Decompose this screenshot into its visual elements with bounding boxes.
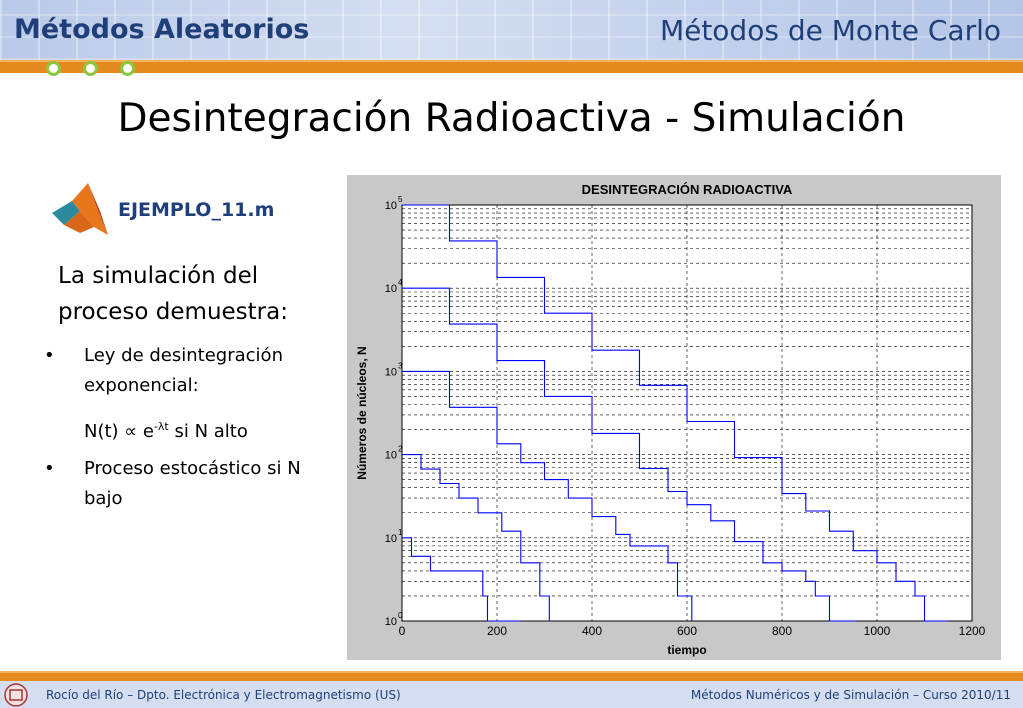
y-tick-exponent: 1	[398, 528, 403, 537]
x-tick-label: 600	[677, 624, 697, 638]
decay-chart: 0 200 400 600 800 1000 1200100101102103104105 …	[355, 182, 986, 657]
decorative-dot	[120, 61, 135, 76]
footer-left-text: Rocío del Río – Dpto. Electrónica y Elec…	[46, 688, 401, 702]
y-tick-label: 10	[385, 616, 397, 628]
footer-band	[0, 681, 1023, 708]
series-line	[402, 454, 550, 621]
formula-base: e	[137, 421, 154, 442]
x-tick-label: 800	[772, 624, 792, 638]
formula-exponent: -λt	[153, 420, 169, 433]
bullet-decay-law: Ley de desintegración exponencial:	[84, 345, 283, 396]
header-right-title: Métodos de Monte Carlo	[659, 14, 1001, 47]
series-line	[402, 287, 856, 622]
decay-formula: N(t) ∝ e-λt si N alto	[84, 412, 334, 447]
matlab-logo-icon	[52, 183, 108, 235]
chart-title: DESINTEGRACIÓN RADIOACTIVA	[582, 182, 793, 197]
x-tick-label: 1000	[864, 624, 891, 638]
x-tick-label: 1200	[959, 624, 986, 638]
header-band: Métodos Aleatorios Métodos de Monte Carl…	[0, 0, 1023, 60]
y-tick-label: 10	[385, 533, 397, 545]
x-tick-label: 200	[487, 624, 507, 638]
slide-title: Desintegración Radioactiva - Simulación	[117, 96, 906, 141]
y-tick-label: 10	[385, 200, 397, 212]
y-tick-exponent: 5	[398, 195, 403, 204]
y-tick-label: 10	[385, 366, 397, 378]
y-tick-label: 10	[385, 450, 397, 462]
footer-right-text: Métodos Numéricos y de Simulación – Curs…	[690, 688, 1011, 702]
y-tick-exponent: 2	[398, 445, 403, 454]
file-link[interactable]: EJEMPLO_11.m	[118, 199, 275, 221]
decorative-dot	[46, 61, 61, 76]
footer-accent-bar	[0, 671, 1023, 681]
proportional-symbol: ∝	[124, 421, 138, 442]
header-accent-bar	[0, 60, 1023, 73]
x-tick-label: 0	[399, 624, 406, 638]
y-axis-label: Números de núcleos, N	[355, 346, 369, 479]
bullet-marker: •	[44, 458, 55, 479]
university-seal-icon	[4, 683, 28, 707]
decorative-dot	[83, 61, 98, 76]
x-tick-label: 400	[582, 624, 602, 638]
series-line	[402, 537, 521, 622]
bullet-marker: •	[44, 345, 55, 366]
y-tick-label: 10	[385, 283, 397, 295]
series-group	[402, 204, 949, 622]
header-left-title: Métodos Aleatorios	[14, 14, 310, 45]
y-tick-exponent: 0	[398, 611, 403, 620]
y-tick-exponent: 3	[398, 361, 403, 370]
formula-rest: si N alto	[168, 421, 248, 442]
formula-lhs: N(t)	[84, 421, 125, 442]
series-line	[402, 370, 693, 621]
bullet-stochastic: Proceso estocástico si N bajo	[84, 458, 301, 509]
grid-lines	[402, 205, 972, 621]
x-axis-label: tiempo	[667, 643, 706, 657]
y-tick-exponent: 4	[398, 278, 403, 287]
decay-chart-figure: 0 200 400 600 800 1000 1200 10 0 10 1 10 2 10 3 10 4 10 5 …	[347, 175, 1001, 660]
intro-text: La simulación del proceso demuestra:	[58, 263, 288, 325]
series-line	[402, 204, 949, 622]
